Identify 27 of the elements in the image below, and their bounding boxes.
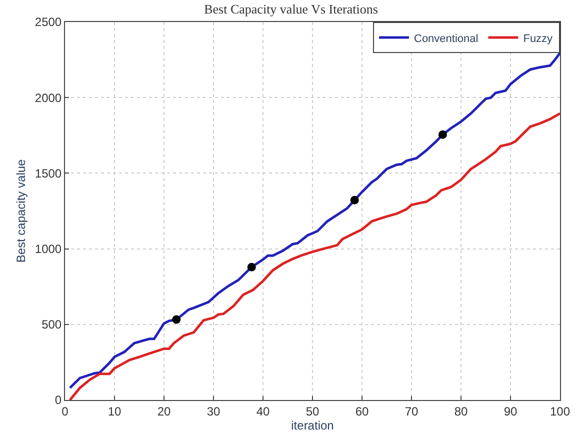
y-tick-label: 500 — [42, 318, 62, 332]
x-tick-label: 100 — [550, 404, 570, 418]
y-axis-title: Best capacity value — [14, 158, 28, 263]
x-axis-title: iteration — [291, 418, 334, 432]
point — [350, 196, 359, 204]
legend-label: Conventional — [414, 32, 478, 45]
y-tick-label: 0 — [54, 393, 62, 408]
y-tick-label: 2500 — [34, 15, 62, 30]
chart-title: Best Capacity value Vs Iterations — [204, 2, 378, 17]
x-tick-label: 20 — [157, 404, 171, 418]
y-tick-label: 1500 — [34, 166, 62, 180]
legend-label: Fuzzy — [523, 32, 554, 45]
x-tick-label: 60 — [355, 404, 369, 418]
point — [247, 262, 256, 272]
point — [172, 315, 181, 324]
line-series — [68, 112, 560, 400]
line-series — [68, 52, 560, 390]
x-tick-label: 50 — [306, 404, 320, 418]
x-tick-label: 10 — [108, 404, 122, 418]
y-tick-label: 2000 — [34, 90, 62, 105]
x-tick-label: 40 — [256, 404, 270, 418]
point — [438, 130, 447, 139]
x-tick-label: 70 — [404, 404, 418, 418]
x-tick-label: 80 — [454, 404, 468, 418]
y-tick-label: 1000 — [34, 242, 62, 256]
x-tick-label: 90 — [504, 404, 518, 418]
x-tick-label: 30 — [206, 404, 220, 418]
